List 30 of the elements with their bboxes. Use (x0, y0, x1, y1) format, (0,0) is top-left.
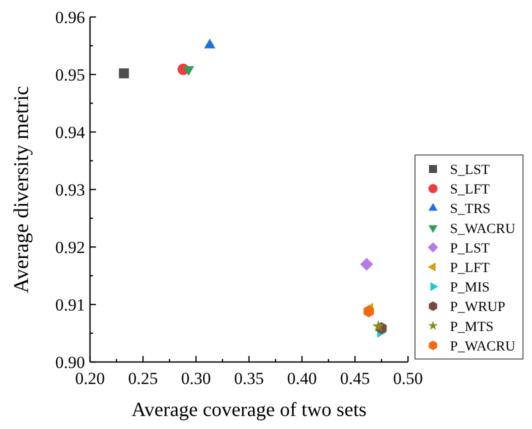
legend-label: P_MTS (450, 320, 494, 335)
y-axis-title: Average diversity metric (9, 86, 33, 294)
x-tick-label: 0.20 (75, 369, 105, 388)
legend-label: S_TRS (450, 202, 490, 218)
legend-label: S_LFT (450, 182, 490, 198)
y-tick-label: 0.93 (55, 180, 85, 200)
y-tick-label: 0.91 (55, 296, 85, 314)
point (360, 258, 374, 271)
x-tick-label: 0.40 (287, 369, 317, 388)
legend-label: P_WRUP (450, 300, 506, 316)
y-tick-label: 0.94 (55, 123, 86, 142)
y-tick-label: 0.92 (55, 238, 85, 257)
point (372, 320, 384, 332)
x-tick-label: 0.25 (128, 369, 158, 388)
x-tick-label: 0.30 (181, 369, 211, 388)
legend-label: P_WACRU (450, 339, 516, 354)
y-tick-label: 0.95 (55, 66, 85, 84)
legend-label: P_LFT (450, 261, 490, 276)
y-tick-label: 0.90 (55, 353, 85, 372)
x-tick-label: 0.50 (393, 369, 423, 388)
point (364, 305, 374, 318)
point (118, 68, 129, 78)
legend-label: P_MIS (450, 280, 490, 296)
y-tick-label: 0.96 (55, 8, 85, 27)
x-tick-label: 0.45 (340, 369, 370, 388)
legend-label: P_LST (450, 241, 490, 256)
legend-label: S_LST (450, 163, 490, 178)
legend-label: S_WACRU (450, 222, 516, 237)
x-axis-title: Average coverage of two sets (131, 399, 367, 421)
x-tick-label: 0.35 (234, 369, 264, 388)
